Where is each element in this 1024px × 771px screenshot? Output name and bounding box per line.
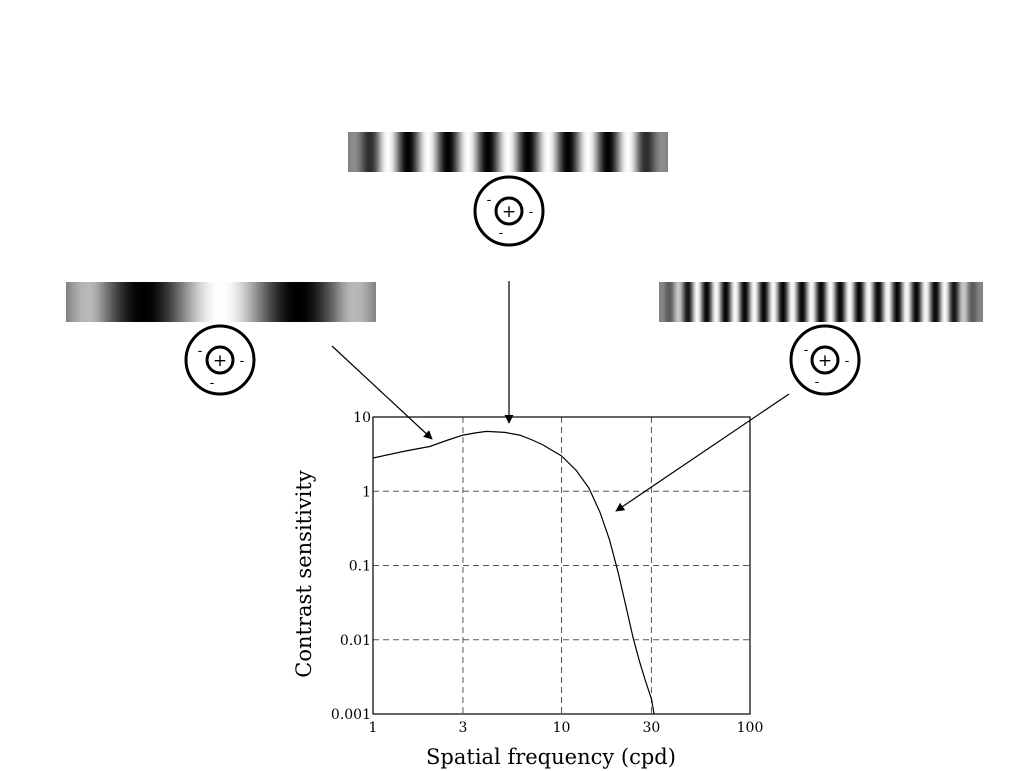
x-tick-labels: 1 3 10 30 100 — [369, 720, 764, 736]
receptive-field-high-icon: + - - - — [789, 324, 861, 396]
surround-sign: - — [487, 193, 492, 208]
surround-sign: - — [804, 343, 809, 358]
grating-mid — [348, 132, 668, 172]
plot-area: 0.001 0.01 0.1 1 10 1 3 10 30 100 Spatial freque… — [292, 410, 763, 769]
y-tick-label: 0.1 — [349, 559, 371, 575]
y-tick-label: 0.01 — [340, 633, 371, 649]
surround-sign: - — [240, 354, 245, 369]
y-axis-label: Contrast sensitivity — [292, 470, 316, 678]
x-axis-label: Spatial frequency (cpd) — [426, 745, 676, 769]
y-tick-label: 10 — [353, 410, 371, 426]
x-tick-label: 1 — [369, 720, 378, 736]
center-sign: + — [502, 202, 516, 222]
series-line — [372, 430, 655, 715]
plot-frame — [372, 416, 751, 715]
center-sign: + — [213, 351, 227, 371]
grating-low — [66, 282, 376, 322]
receptive-field-mid-icon: + - - - — [473, 175, 545, 247]
grating-high — [659, 282, 983, 322]
surround-sign: - — [198, 344, 203, 359]
surround-sign: - — [845, 354, 850, 369]
x-tick-label: 10 — [553, 720, 571, 736]
surround-sign: - — [499, 226, 504, 241]
arrow-low — [331, 345, 433, 440]
y-tick-labels: 0.001 0.01 0.1 1 10 — [331, 410, 371, 723]
x-tick-label: 100 — [737, 720, 764, 736]
surround-sign: - — [815, 375, 820, 390]
x-tick-label: 3 — [458, 720, 467, 736]
surround-sign: - — [529, 205, 534, 220]
y-tick-label: 1 — [362, 484, 371, 500]
x-tick-label: 30 — [643, 720, 661, 736]
arrow-high — [615, 393, 790, 512]
y-tick-label: 0.001 — [331, 707, 371, 723]
receptive-field-low-icon: + - - - — [184, 324, 256, 396]
center-sign: + — [818, 351, 832, 371]
surround-sign: - — [210, 376, 215, 391]
gridlines — [373, 417, 750, 714]
